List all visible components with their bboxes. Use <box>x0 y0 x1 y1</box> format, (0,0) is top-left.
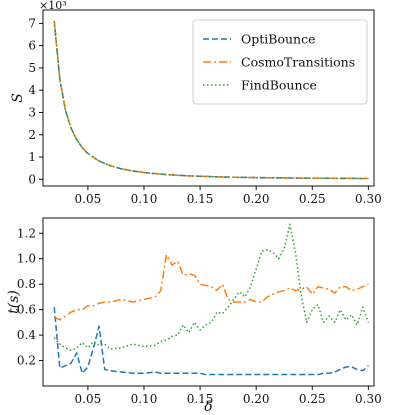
x-axis-label: δ <box>204 399 212 415</box>
x-tick-label: 0.25 <box>299 192 326 206</box>
x-tick-label: 0.30 <box>355 392 382 406</box>
y-tick-label: 0.8 <box>17 277 36 291</box>
y-tick-label: 7 <box>28 16 36 30</box>
x-tick-label: 0.30 <box>355 192 382 206</box>
y-axis-label: S <box>10 93 26 103</box>
y-tick-label: 6 <box>28 39 36 53</box>
x-tick-label: 0.15 <box>187 192 214 206</box>
plot-frame <box>42 9 375 187</box>
x-tick-label: 0.25 <box>299 392 326 406</box>
y-tick-label: 5 <box>28 61 36 75</box>
y-scale-exponent: ×10³ <box>39 0 67 12</box>
series-line-optibounce <box>53 307 369 376</box>
y-tick-label: 0.6 <box>17 303 36 317</box>
x-tick-label: 0.10 <box>131 192 158 206</box>
legend-label-optibounce: OptiBounce <box>241 32 315 47</box>
x-tick-label: 0.20 <box>243 392 270 406</box>
legend-label-findbounce: FindBounce <box>241 78 317 93</box>
y-axis-label: t(s) <box>6 290 22 314</box>
y-tick-label: 1 <box>28 150 36 164</box>
legend-label-cosmotransitions: CosmoTransitions <box>241 55 355 70</box>
x-tick-label: 0.10 <box>131 392 158 406</box>
y-tick-label: 2 <box>28 128 36 142</box>
x-tick-label: 0.05 <box>75 192 102 206</box>
y-tick-label: 0.2 <box>17 354 36 368</box>
series-group <box>53 223 370 376</box>
legend: OptiBounce CosmoTransitions FindBounce <box>192 19 368 105</box>
x-tick-label: 0.20 <box>243 192 270 206</box>
series-group <box>53 21 369 180</box>
y-tick-label: 0.4 <box>17 328 36 342</box>
top-panel-stationary-action: 0.05 0.10 0.15 0.20 0.25 0.30 0 1 2 3 4 5 6 7 S ×10³ Opt… <box>10 0 382 206</box>
series-line-cosmotransitions <box>53 21 369 180</box>
plot-frame <box>42 217 375 387</box>
y-tick-label: 3 <box>28 105 36 119</box>
y-tick-label: 4 <box>28 83 36 97</box>
x-tick-label: 0.15 <box>187 392 214 406</box>
x-tick-label: 0.05 <box>75 392 102 406</box>
y-tick-label: 0 <box>28 172 36 186</box>
bottom-panel-computation-time: 0.05 0.10 0.15 0.20 0.25 0.30 0.2 0.4 0.6 0.8 1.0 1… <box>6 217 382 415</box>
series-line-cosmotransitions <box>53 254 369 321</box>
series-line-findbounce <box>53 21 369 180</box>
legend-box <box>192 19 368 105</box>
y-tick-label: 1.2 <box>17 226 36 240</box>
y-tick-label: 1.0 <box>17 252 36 266</box>
